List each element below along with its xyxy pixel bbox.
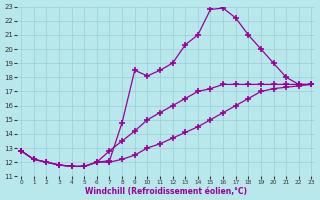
X-axis label: Windchill (Refroidissement éolien,°C): Windchill (Refroidissement éolien,°C) [85,187,247,196]
